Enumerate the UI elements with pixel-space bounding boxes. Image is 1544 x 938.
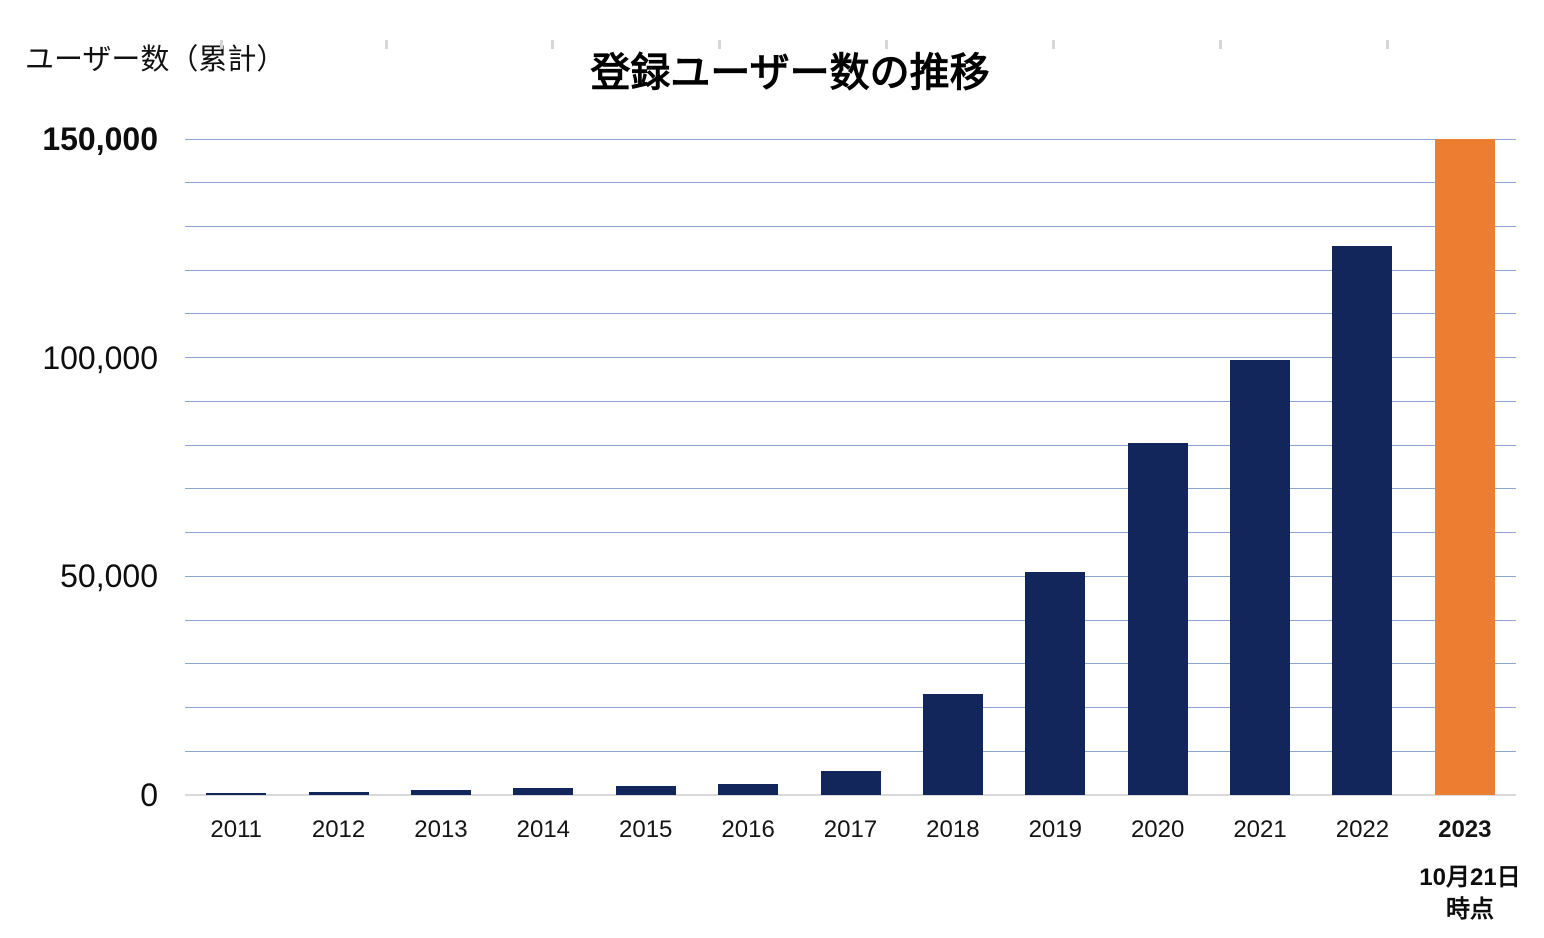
bar-2022 xyxy=(1332,246,1393,795)
ruler-tick-2 xyxy=(385,40,388,49)
x-label-2015: 2015 xyxy=(619,816,673,843)
bar-2020 xyxy=(1127,442,1188,795)
x-annotation-2023: 10月21日 時点 xyxy=(1358,862,1544,926)
chart-title: 登録ユーザー数の推移 xyxy=(590,51,990,95)
gridline-130000 xyxy=(185,225,1516,227)
ruler-tick-8 xyxy=(1386,40,1389,49)
x-label-2017: 2017 xyxy=(823,816,878,843)
bar-2012 xyxy=(308,791,369,795)
ruler-tick-6 xyxy=(1052,40,1055,49)
plot-area xyxy=(185,138,1516,796)
bar-2019 xyxy=(1025,571,1086,795)
y-tick-label-50000: 50,000 xyxy=(60,558,158,595)
bar-2017 xyxy=(820,770,881,795)
gridline-90000 xyxy=(185,400,1516,402)
x-label-2012: 2012 xyxy=(311,816,366,843)
ruler-tick-3 xyxy=(551,40,554,49)
x-label-2020: 2020 xyxy=(1130,816,1185,843)
bar-2015 xyxy=(615,786,676,795)
x-label-2014: 2014 xyxy=(516,816,571,843)
annotation-line-1: 10月21日 xyxy=(1419,864,1521,891)
bar-2011 xyxy=(206,792,267,795)
bar-2013 xyxy=(410,790,471,795)
gridline-140000 xyxy=(185,182,1516,184)
annotation-line-2: 時点 xyxy=(1446,896,1494,923)
x-label-2021: 2021 xyxy=(1233,816,1287,843)
y-axis-caption: ユーザー数（累計） xyxy=(25,44,286,76)
gridline-110000 xyxy=(185,313,1516,315)
bar-2014 xyxy=(513,788,574,795)
gridline-100000 xyxy=(185,357,1516,359)
x-label-2018: 2018 xyxy=(926,816,980,843)
bar-2021 xyxy=(1230,359,1291,795)
ruler-tick-4 xyxy=(718,40,721,49)
x-axis-line xyxy=(185,794,1516,796)
gridline-60000 xyxy=(185,532,1516,534)
gridline-70000 xyxy=(185,488,1516,490)
gridline-40000 xyxy=(185,619,1516,621)
bar-2023 xyxy=(1434,139,1495,795)
y-tick-label-150000: 150,000 xyxy=(42,121,158,157)
x-label-2013: 2013 xyxy=(414,816,468,843)
gridline-10000 xyxy=(185,750,1516,752)
x-label-2023: 2023 xyxy=(1438,816,1492,843)
ruler-tick-7 xyxy=(1219,40,1222,49)
bar-2016 xyxy=(718,784,779,795)
gridline-150000 xyxy=(185,138,1516,140)
x-label-2011: 2011 xyxy=(210,816,262,843)
ruler-tick-5 xyxy=(885,40,888,49)
gridline-120000 xyxy=(185,269,1516,271)
x-label-2019: 2019 xyxy=(1028,816,1082,843)
y-tick-label-100000: 100,000 xyxy=(42,339,158,376)
gridline-30000 xyxy=(185,663,1516,665)
x-label-2022: 2022 xyxy=(1335,816,1390,843)
gridline-20000 xyxy=(185,707,1516,709)
bar-2018 xyxy=(922,694,983,795)
y-tick-label-0: 0 xyxy=(140,777,158,813)
ruler-tick-1 xyxy=(220,40,223,49)
gridline-50000 xyxy=(185,575,1516,577)
x-label-2016: 2016 xyxy=(721,816,775,843)
gridline-80000 xyxy=(185,444,1516,446)
